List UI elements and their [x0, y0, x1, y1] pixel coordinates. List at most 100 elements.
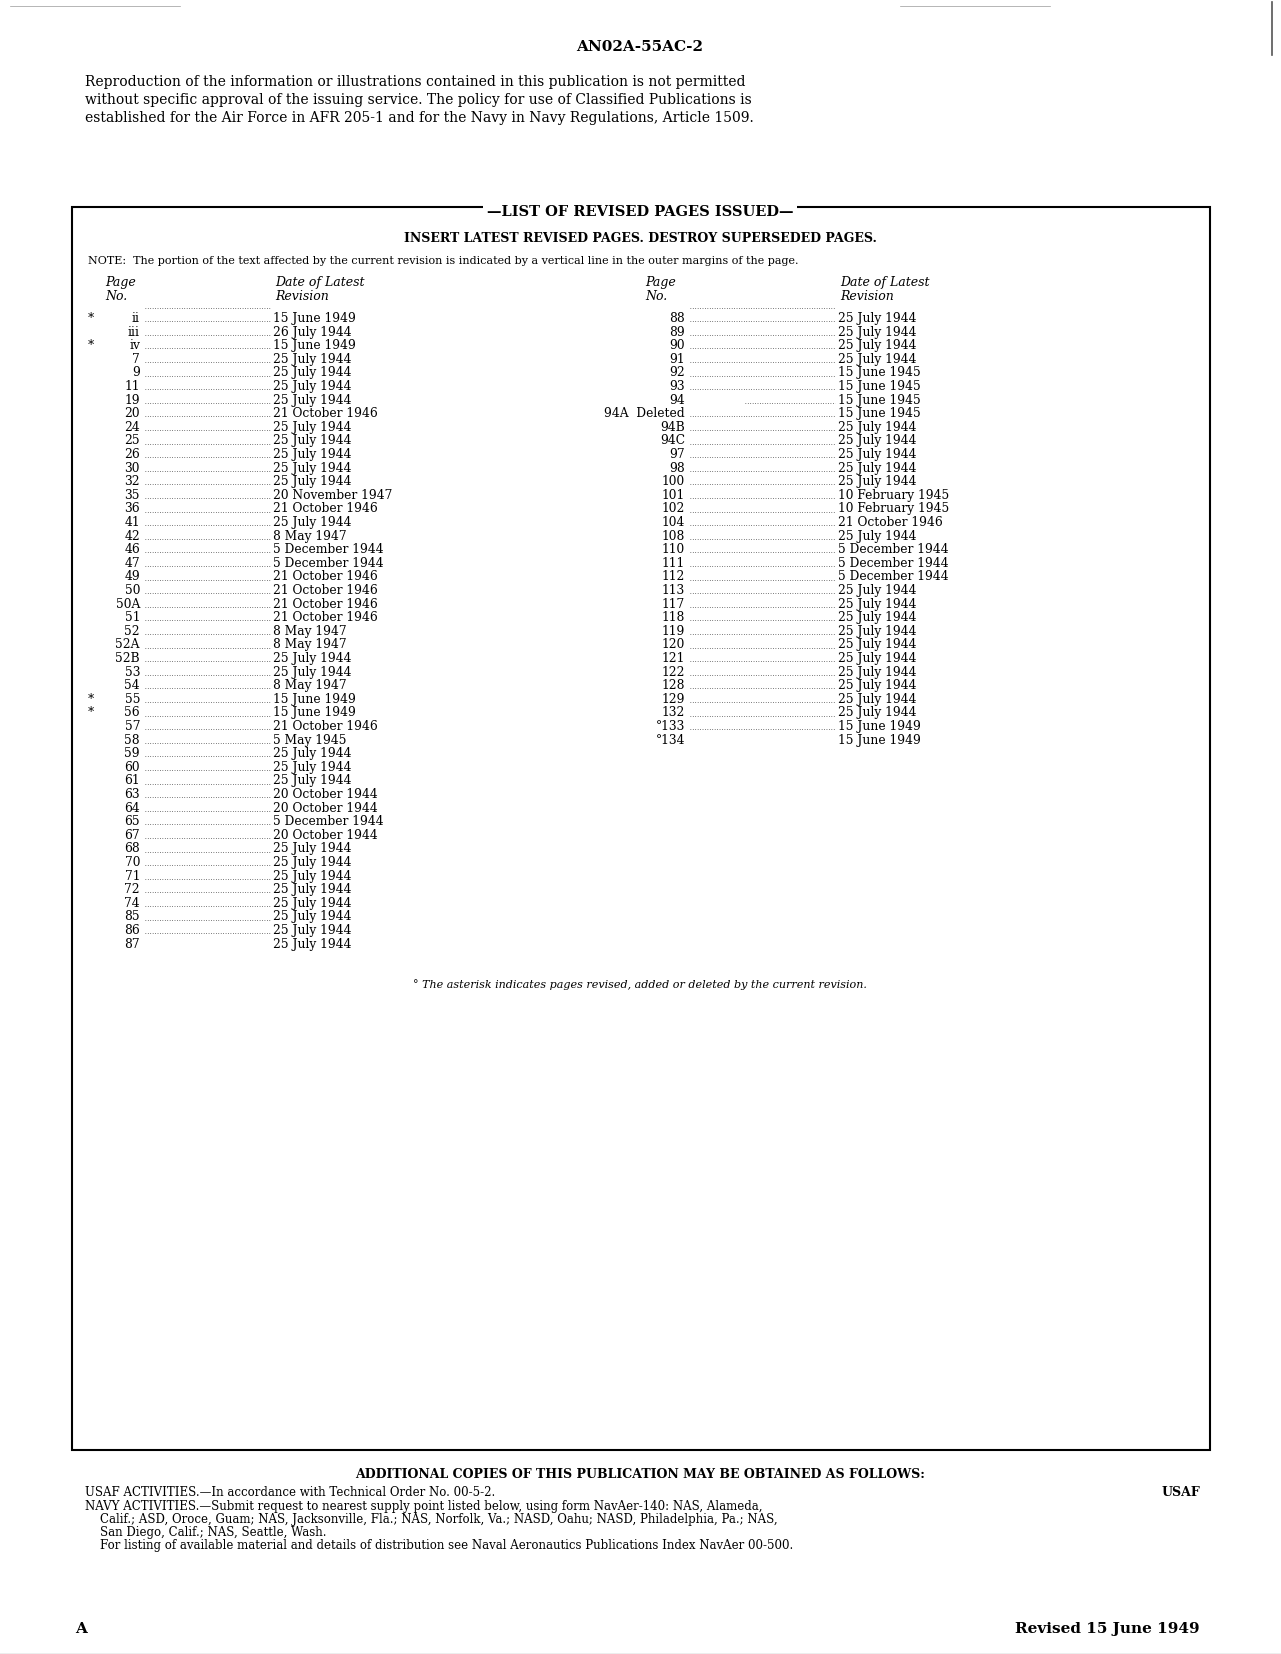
Text: 119: 119 [661, 625, 685, 638]
Text: 94B: 94B [660, 420, 685, 433]
Text: NOTE:  The portion of the text affected by the current revision is indicated by : NOTE: The portion of the text affected b… [88, 256, 798, 266]
Text: 25 July 1944: 25 July 1944 [273, 461, 351, 475]
Text: *: * [88, 313, 95, 324]
Text: 25 July 1944: 25 July 1944 [273, 652, 351, 665]
Text: 25 July 1944: 25 July 1944 [273, 896, 351, 910]
Text: 25 July 1944: 25 July 1944 [273, 883, 351, 896]
Text: 26 July 1944: 26 July 1944 [273, 326, 351, 339]
Text: 113: 113 [662, 584, 685, 597]
Text: 24: 24 [124, 420, 140, 433]
Text: 25 July 1944: 25 July 1944 [838, 625, 916, 638]
Text: 25 July 1944: 25 July 1944 [838, 352, 916, 366]
Text: 46: 46 [124, 543, 140, 556]
Text: *: * [88, 706, 95, 719]
Text: 102: 102 [661, 503, 685, 516]
Text: 5 December 1944: 5 December 1944 [838, 571, 949, 584]
Text: 25 July 1944: 25 July 1944 [273, 367, 351, 379]
Text: 25 July 1944: 25 July 1944 [273, 475, 351, 488]
Text: 25 July 1944: 25 July 1944 [838, 612, 916, 624]
Text: 52A: 52A [115, 638, 140, 652]
Text: iv: iv [129, 339, 140, 352]
Text: USAF ACTIVITIES.—In accordance with Technical Order No. 00-5-2.: USAF ACTIVITIES.—In accordance with Tech… [85, 1485, 496, 1499]
Text: 60: 60 [124, 761, 140, 774]
Text: 71: 71 [124, 870, 140, 883]
Text: 52B: 52B [115, 652, 140, 665]
Text: 98: 98 [669, 461, 685, 475]
Text: 20: 20 [124, 407, 140, 420]
Text: 8 May 1947: 8 May 1947 [273, 638, 347, 652]
Text: 112: 112 [661, 571, 685, 584]
Text: 11: 11 [124, 380, 140, 394]
Text: 25 July 1944: 25 July 1944 [838, 706, 916, 719]
Text: For listing of available material and details of distribution see Naval Aeronaut: For listing of available material and de… [85, 1538, 793, 1551]
Text: °133: °133 [656, 719, 685, 733]
Text: 41: 41 [124, 516, 140, 529]
Text: 104: 104 [661, 516, 685, 529]
Text: 128: 128 [661, 680, 685, 693]
Text: 21 October 1946: 21 October 1946 [273, 503, 378, 516]
Text: No.: No. [105, 289, 127, 303]
Text: 25 July 1944: 25 July 1944 [273, 910, 351, 923]
Text: 86: 86 [124, 925, 140, 938]
Text: 25 July 1944: 25 July 1944 [838, 475, 916, 488]
Text: 47: 47 [124, 557, 140, 569]
Text: 25 July 1944: 25 July 1944 [838, 584, 916, 597]
Text: 21 October 1946: 21 October 1946 [273, 407, 378, 420]
Text: 25 July 1944: 25 July 1944 [838, 652, 916, 665]
Text: 26: 26 [124, 448, 140, 461]
Text: °134: °134 [656, 734, 685, 746]
Text: 97: 97 [670, 448, 685, 461]
Text: 25 July 1944: 25 July 1944 [838, 435, 916, 447]
Text: 53: 53 [124, 665, 140, 678]
Text: A: A [76, 1623, 87, 1636]
Text: without specific approval of the issuing service. The policy for use of Classifi: without specific approval of the issuing… [85, 93, 752, 108]
Text: 25 July 1944: 25 July 1944 [273, 774, 351, 787]
Text: 5 December 1944: 5 December 1944 [273, 543, 383, 556]
Text: 20 November 1947: 20 November 1947 [273, 490, 392, 501]
Text: NAVY ACTIVITIES.—Submit request to nearest supply point listed below, using form: NAVY ACTIVITIES.—Submit request to neare… [85, 1500, 762, 1513]
Text: 15 June 1945: 15 June 1945 [838, 367, 921, 379]
Text: 85: 85 [124, 910, 140, 923]
Text: 118: 118 [661, 612, 685, 624]
Text: 21 October 1946: 21 October 1946 [838, 516, 943, 529]
Text: 89: 89 [669, 326, 685, 339]
Text: 117: 117 [662, 597, 685, 610]
Text: 121: 121 [661, 652, 685, 665]
Text: 67: 67 [124, 829, 140, 842]
Text: 88: 88 [669, 313, 685, 324]
Text: 42: 42 [124, 529, 140, 543]
Text: 55: 55 [124, 693, 140, 706]
Text: 21 October 1946: 21 October 1946 [273, 584, 378, 597]
Text: No.: No. [646, 289, 667, 303]
Text: 7: 7 [132, 352, 140, 366]
Text: 87: 87 [124, 938, 140, 951]
Text: 5 December 1944: 5 December 1944 [273, 557, 383, 569]
Text: 25 July 1944: 25 July 1944 [273, 665, 351, 678]
Text: iii: iii [128, 326, 140, 339]
Text: 25 July 1944: 25 July 1944 [273, 748, 351, 761]
Text: 8 May 1947: 8 May 1947 [273, 529, 347, 543]
Text: 91: 91 [670, 352, 685, 366]
Text: 15 June 1949: 15 June 1949 [273, 706, 356, 719]
Text: 122: 122 [661, 665, 685, 678]
Text: 25 July 1944: 25 July 1944 [838, 529, 916, 543]
Text: 54: 54 [124, 680, 140, 693]
Text: 30: 30 [124, 461, 140, 475]
Text: 132: 132 [661, 706, 685, 719]
Text: 25 July 1944: 25 July 1944 [273, 842, 351, 855]
Text: 25 July 1944: 25 July 1944 [838, 665, 916, 678]
Text: 20 October 1944: 20 October 1944 [273, 802, 378, 815]
Text: 90: 90 [670, 339, 685, 352]
Text: 59: 59 [124, 748, 140, 761]
Text: 8 May 1947: 8 May 1947 [273, 625, 347, 638]
Text: 25 July 1944: 25 July 1944 [838, 693, 916, 706]
Text: 56: 56 [124, 706, 140, 719]
Text: 25 July 1944: 25 July 1944 [273, 516, 351, 529]
Text: 15 June 1945: 15 June 1945 [838, 380, 921, 394]
Text: 129: 129 [661, 693, 685, 706]
Text: 94: 94 [669, 394, 685, 407]
Text: 101: 101 [662, 490, 685, 501]
Text: 15 June 1949: 15 June 1949 [838, 734, 921, 746]
Text: Date of Latest: Date of Latest [275, 276, 365, 289]
Text: Revised 15 June 1949: Revised 15 June 1949 [1016, 1623, 1200, 1636]
